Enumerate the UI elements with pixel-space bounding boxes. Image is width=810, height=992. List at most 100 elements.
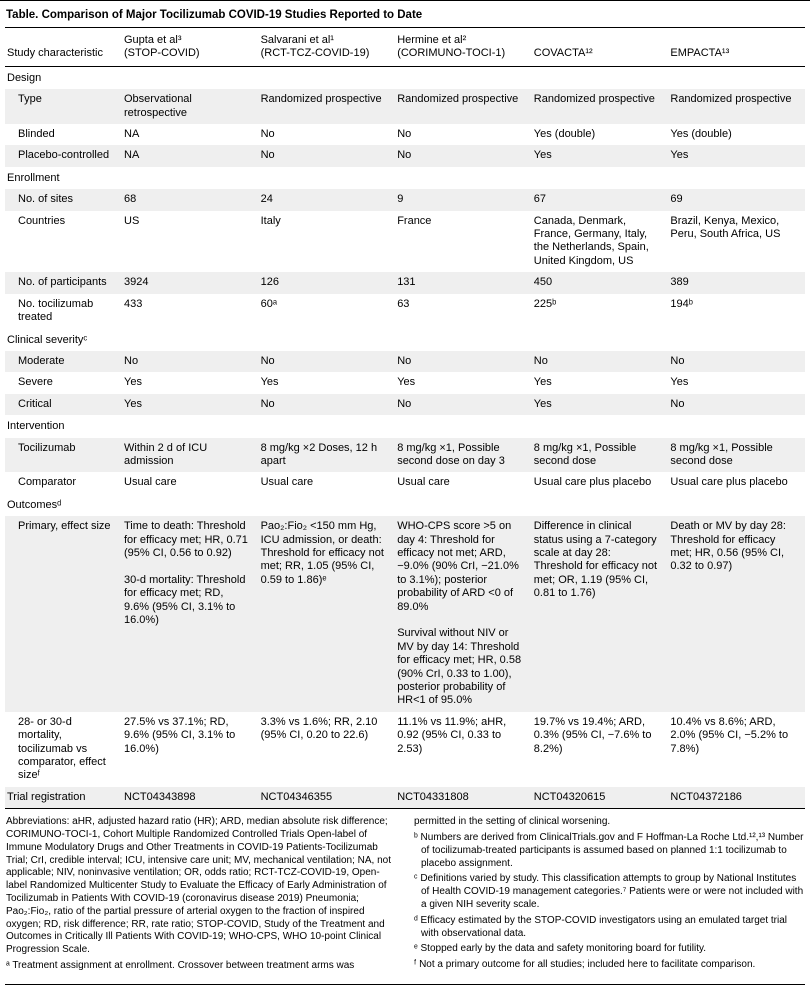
section-label: Clinical severityᶜ	[7, 333, 88, 346]
cell: 69	[668, 189, 805, 211]
section-label: Enrollment	[7, 171, 60, 184]
cell: Yes	[397, 376, 416, 389]
row-mortality-effect-size: 28- or 30-d mortality, tocilizumab vs co…	[5, 712, 805, 787]
column-header-study-characteristic: Study characteristic	[5, 28, 122, 67]
cell: Usual care	[260, 476, 314, 489]
cell: No	[531, 350, 669, 373]
cell: No	[668, 350, 805, 373]
cell: Yes	[531, 145, 669, 167]
cell: No	[397, 128, 412, 141]
cell: Yes (double)	[670, 128, 732, 141]
cell: Yes	[670, 376, 689, 389]
row-label: Comparator	[18, 476, 77, 489]
cell: No	[260, 128, 275, 141]
cell: 63	[397, 297, 410, 310]
cell: No	[668, 393, 805, 416]
footnotes-right-column: permitted in the setting of clinical wor…	[414, 816, 804, 976]
cell: Usual care	[397, 476, 450, 489]
cell: 24	[258, 189, 396, 211]
row-label: Primary, effect size	[5, 516, 122, 712]
cell: 126	[258, 272, 396, 294]
cell: 60ᵃ	[260, 297, 277, 310]
row-label: No. of participants	[5, 272, 122, 294]
row-critical: Critical Yes No No Yes No	[5, 393, 805, 416]
cell: 194ᵇ	[670, 297, 693, 310]
row-label: Moderate	[5, 350, 122, 373]
footnote-b: ᵇ Numbers are derived from ClinicalTrial…	[414, 832, 804, 869]
footnotes: Abbreviations: aHR, adjusted hazard rati…	[5, 809, 805, 976]
row-placebo-controlled: Placebo-controlled NA No No Yes Yes	[5, 145, 805, 167]
cell: Within 2 d of ICU admission	[122, 437, 259, 473]
cell: Yes	[124, 376, 142, 389]
section-label: Design	[7, 71, 42, 84]
row-tocilizumab: Tocilizumab Within 2 d of ICU admission …	[5, 437, 805, 473]
cell: No	[395, 393, 532, 416]
cell: Yes	[122, 393, 259, 416]
row-label: Blinded	[18, 128, 55, 141]
row-label: Severe	[18, 376, 53, 389]
footnote-a-continuation: permitted in the setting of clinical wor…	[414, 816, 611, 828]
cell: 3.3% vs 1.6%; RR, 2.10 (95% CI, 0.20 to …	[260, 715, 378, 742]
section-row-design: Design	[5, 66, 805, 89]
cell: WHO-CPS score >5 on day 4: Threshold for…	[395, 516, 532, 712]
cell: NCT04320615	[531, 786, 669, 809]
cell: Randomized prospective	[531, 89, 669, 125]
abbreviations-text: Abbreviations: aHR, adjusted hazard rati…	[6, 816, 391, 956]
cell: Yes	[531, 393, 669, 416]
row-primary-effect-size: Primary, effect size Time to death: Thre…	[5, 516, 805, 712]
section-label: Intervention	[7, 420, 65, 433]
cell: NCT04343898	[122, 786, 259, 809]
comparison-table: Study characteristic Gupta et al³ (STOP-…	[5, 28, 805, 810]
cell: NA	[124, 128, 140, 141]
cell: 19.7% vs 19.4%; ARD, 0.3% (95% CI, −7.6%…	[533, 715, 652, 755]
section-label: Outcomesᵈ	[7, 498, 62, 511]
cell: 11.1% vs 11.9%; aHR, 0.92 (95% CI, 0.33 …	[397, 715, 507, 755]
header-row: Study characteristic Gupta et al³ (STOP-…	[5, 28, 805, 67]
cell: NCT04331808	[395, 786, 532, 809]
cell: 9	[395, 189, 532, 211]
cell: 8 mg/kg ×2 Doses, 12 h apart	[258, 437, 396, 473]
cell: No	[122, 350, 259, 373]
footnote-d: ᵈ Efficacy estimated by the STOP-COVID i…	[414, 914, 788, 939]
table-title: Table. Comparison of Major Tocilizumab C…	[5, 4, 805, 28]
cell: 3924	[122, 272, 259, 294]
cell: No	[258, 393, 396, 416]
footnotes-left-column: Abbreviations: aHR, adjusted hazard rati…	[6, 816, 396, 976]
cell: Canada, Denmark, France, Germany, Italy,…	[533, 214, 649, 267]
row-label: No. of sites	[5, 189, 122, 211]
cell: 27.5% vs 37.1%; RD, 9.6% (95% CI, 3.1% t…	[124, 715, 236, 755]
footnote-e: ᵉ Stopped early by the data and safety m…	[414, 943, 707, 955]
cell: Observational retrospective	[122, 89, 259, 125]
row-no-tocilizumab-treated: No. tocilizumab treated 433 60ᵃ 63 225ᵇ …	[5, 294, 805, 329]
cell: Brazil, Kenya, Mexico, Peru, South Afric…	[670, 214, 781, 241]
row-type: Type Observational retrospective Randomi…	[5, 89, 805, 125]
cell: US	[124, 214, 140, 227]
cell: NCT04346355	[258, 786, 396, 809]
cell: No	[258, 350, 396, 373]
cell: 67	[531, 189, 669, 211]
row-blinded: Blinded NA No No Yes (double) Yes (doubl…	[5, 124, 805, 145]
footnote-a: ᵃ Treatment assignment at enrollment. Cr…	[6, 960, 355, 972]
cell: No	[395, 145, 532, 167]
row-label: Trial registration	[5, 786, 122, 809]
cell: Yes	[668, 145, 805, 167]
cell: No	[258, 145, 396, 167]
row-label: No. tocilizumab treated	[18, 297, 94, 324]
cell: Usual care plus placebo	[670, 476, 788, 489]
cell: Randomized prospective	[258, 89, 396, 125]
row-moderate: Moderate No No No No No	[5, 350, 805, 373]
column-header-empacta: EMPACTA¹³	[668, 28, 805, 67]
section-row-outcomes: Outcomesᵈ	[5, 494, 805, 516]
column-header-gupta: Gupta et al³ (STOP-COVID)	[122, 28, 259, 67]
cell: 8 mg/kg ×1, Possible second dose	[668, 437, 805, 473]
column-header-covacta: COVACTA¹²	[531, 28, 669, 67]
cell: 433	[124, 297, 143, 310]
cell: 450	[531, 272, 669, 294]
cell: France	[397, 214, 432, 227]
cell: Pao₂:Fio₂ <150 mm Hg, ICU admission, or …	[258, 516, 396, 712]
cell: Yes	[260, 376, 279, 389]
cell: 8 mg/kg ×1, Possible second dose	[531, 437, 669, 473]
cell: 8 mg/kg ×1, Possible second dose on day …	[395, 437, 532, 473]
section-row-enrollment: Enrollment	[5, 167, 805, 189]
row-label: 28- or 30-d mortality, tocilizumab vs co…	[18, 715, 106, 782]
